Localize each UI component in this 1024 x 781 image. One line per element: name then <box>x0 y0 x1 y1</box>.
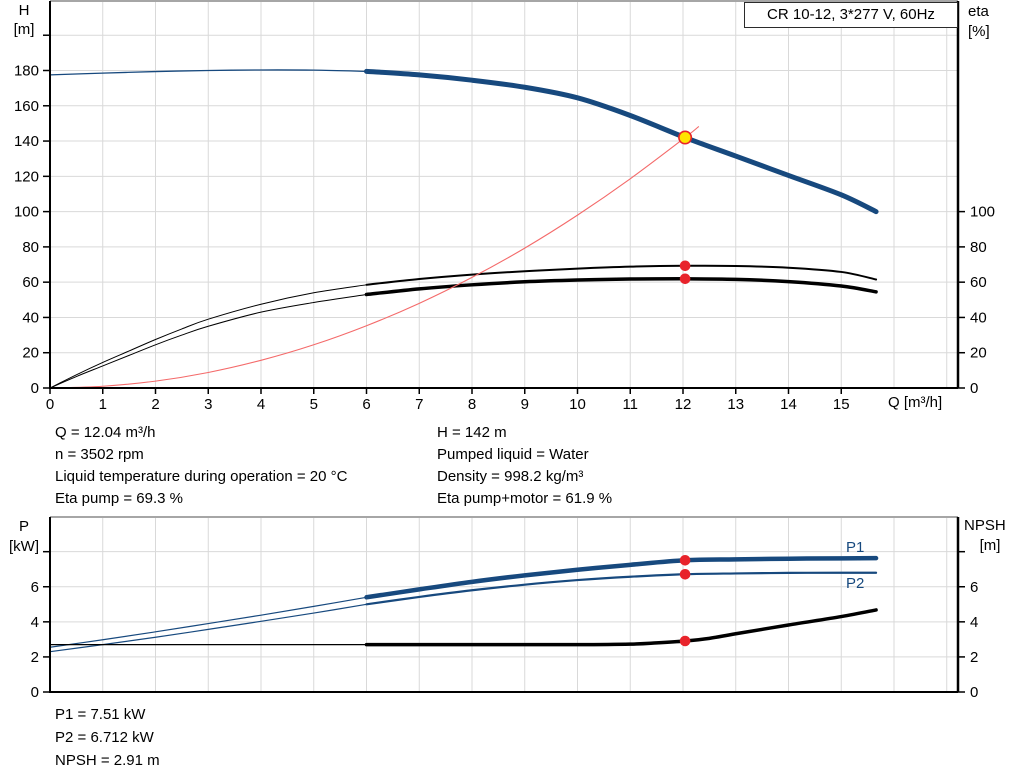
x-tick-label: 8 <box>468 396 476 413</box>
x-tick-label: 5 <box>310 396 318 413</box>
x-tick-label: 7 <box>415 396 423 413</box>
x-tick-label: 1 <box>99 396 107 413</box>
x-tick-label: 6 <box>362 396 370 413</box>
p-axis-label: P <box>18 518 29 535</box>
info-eta-pump: Eta pump = 69.3 % <box>55 490 183 507</box>
p2-point <box>679 569 691 580</box>
x-tick-label: 13 <box>727 396 744 413</box>
p2-curve <box>365 571 878 606</box>
left-tick-label: 2 <box>31 649 39 666</box>
right-tick-label: 0 <box>970 380 978 397</box>
x-tick-label: 12 <box>675 396 692 413</box>
right-tick-label: 20 <box>970 345 987 362</box>
x-tick-label: 0 <box>46 396 54 413</box>
right-tick-label: 60 <box>970 274 987 291</box>
p1-point <box>679 555 691 566</box>
right-tick-label: 80 <box>970 239 987 256</box>
x-tick-label: 2 <box>151 396 159 413</box>
left-tick-label: 140 <box>14 133 39 150</box>
info-pumped-liquid: Pumped liquid = Water <box>437 446 589 463</box>
h-axis-label: H <box>18 2 30 19</box>
left-tick-label: 4 <box>31 614 39 631</box>
p1-curve-thin <box>49 596 367 648</box>
x-tick-label: 3 <box>204 396 212 413</box>
x-tick-label: 15 <box>833 396 850 413</box>
p-axis-unit: [kW] <box>9 538 39 555</box>
left-tick-label: 40 <box>22 309 39 326</box>
npsh-curve <box>364 608 878 647</box>
head-curve <box>364 68 879 215</box>
system-curve-thin <box>49 125 700 389</box>
chart-title: CR 10-12, 3*277 V, 60Hz <box>744 2 958 28</box>
x-tick-label: 11 <box>622 396 638 413</box>
left-tick-label: 60 <box>22 274 39 291</box>
info-speed: n = 3502 rpm <box>55 446 144 463</box>
left-tick-label: 100 <box>14 204 39 221</box>
left-tick-label: 20 <box>22 345 39 362</box>
right-tick-label: 2 <box>970 649 978 666</box>
right-tick-label: 100 <box>970 204 995 221</box>
x-tick-label: 10 <box>569 396 586 413</box>
p1-curve-label: P1 <box>846 539 865 556</box>
left-tick-label: 180 <box>14 62 39 79</box>
left-tick-label: 120 <box>14 168 39 185</box>
eta-axis-unit: [%] <box>968 23 990 40</box>
right-tick-label: 0 <box>970 684 978 701</box>
q-axis-label: Q [m³/h] <box>888 394 943 411</box>
duty-point <box>678 130 693 145</box>
left-tick-label: 0 <box>31 380 39 397</box>
right-tick-label: 40 <box>970 309 987 326</box>
eta-axis-label: eta <box>968 3 989 20</box>
x-tick-label: 14 <box>780 396 797 413</box>
p2-curve-label: P2 <box>846 575 865 592</box>
info-density: Density = 998.2 kg/m³ <box>437 468 584 485</box>
result-p1: P1 = 7.51 kW <box>55 706 146 723</box>
right-tick-label: 4 <box>970 614 978 631</box>
x-tick-label: 4 <box>257 396 265 413</box>
result-p2: P2 = 6.712 kW <box>55 729 154 746</box>
eta-pump-curve <box>365 264 878 286</box>
h-axis-unit: [m] <box>13 21 35 38</box>
info-eta-pump-motor: Eta pump+motor = 61.9 % <box>437 490 613 507</box>
head-curve-thin <box>49 69 367 76</box>
p1-curve <box>364 555 879 600</box>
info-q: Q = 12.04 m³/h <box>55 424 156 441</box>
eta-pump-motor-point <box>679 273 691 285</box>
left-tick-label: 0 <box>31 684 39 701</box>
npsh-axis-label: NPSH <box>964 517 1006 534</box>
eta-pump-point <box>679 260 691 272</box>
npsh-point <box>679 635 691 647</box>
right-tick-label: 6 <box>970 579 978 596</box>
left-tick-label: 160 <box>14 98 39 115</box>
left-tick-label: 6 <box>31 579 39 596</box>
info-liquid-temperature: Liquid temperature during operation = 20… <box>55 468 348 485</box>
left-tick-label: 80 <box>22 239 39 256</box>
npsh-axis-unit: [m] <box>979 537 1001 554</box>
info-head: H = 142 m <box>437 424 507 441</box>
result-npsh: NPSH = 2.91 m <box>55 752 160 769</box>
x-tick-label: 9 <box>521 396 529 413</box>
eta-pump-curve-thin <box>49 284 367 389</box>
eta-pump-motor-curve-thin <box>49 294 367 389</box>
